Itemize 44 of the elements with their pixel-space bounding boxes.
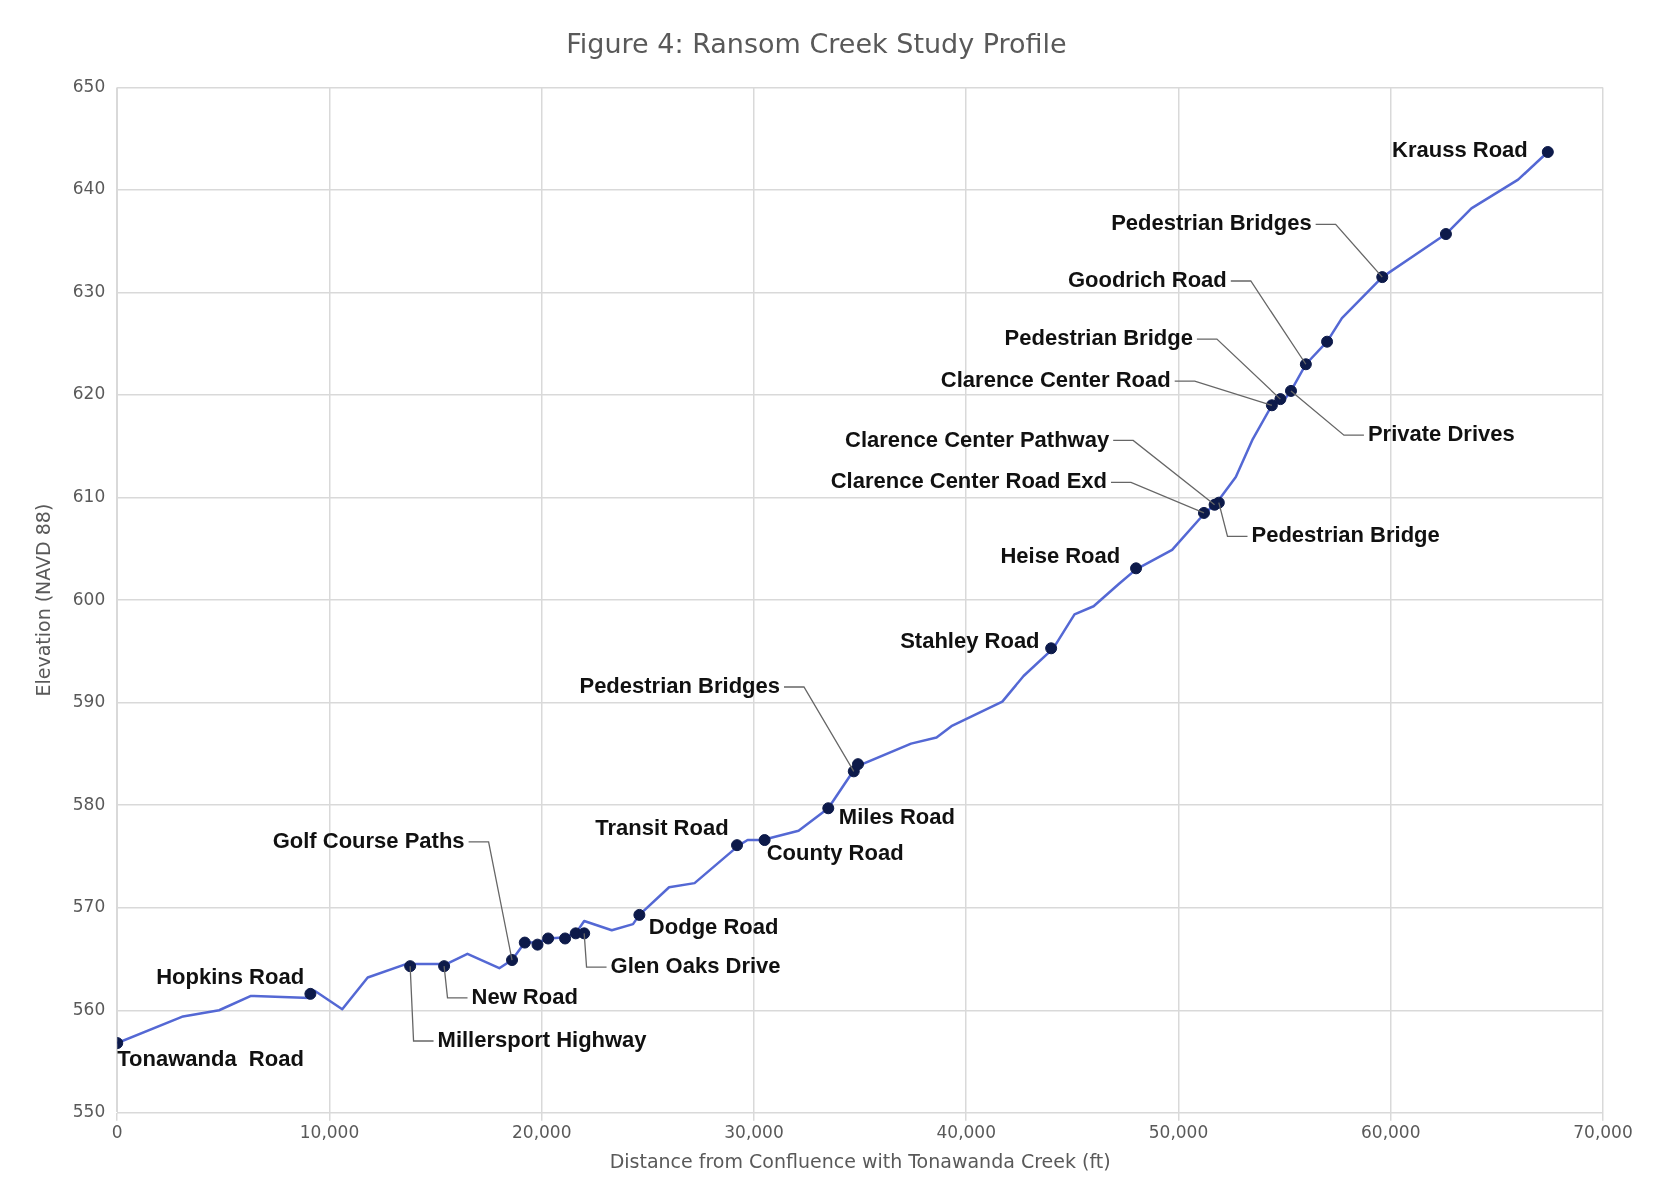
annotation: Pedestrian Bridge bbox=[1004, 325, 1193, 351]
annotation: Dodge Road bbox=[648, 913, 779, 939]
annotation: Clarence Center Pathway bbox=[845, 426, 1110, 452]
chart-title: Figure 4: Ransom Creek Study Profile bbox=[566, 28, 1067, 60]
annotation: Private Drives bbox=[1367, 421, 1515, 447]
annotation: Tonawanda Road bbox=[117, 1046, 304, 1071]
y-tick-label: 550 bbox=[72, 1101, 106, 1122]
annotation: Golf Course Paths bbox=[272, 828, 465, 854]
y-tick-label: 640 bbox=[72, 178, 106, 199]
annotation: Clarence Center Road Exd bbox=[830, 468, 1107, 494]
annotation: Goodrich Road bbox=[1067, 267, 1227, 293]
x-tick-label: 0 bbox=[111, 1122, 123, 1143]
y-tick-label: 570 bbox=[72, 896, 106, 917]
y-tick-label: 650 bbox=[72, 75, 106, 96]
y-tick-label: 620 bbox=[72, 383, 106, 404]
annotation: Glen Oaks Drive bbox=[610, 953, 781, 979]
annotation: Krauss Road bbox=[1392, 137, 1528, 163]
x-tick-label: 30,000 bbox=[724, 1122, 784, 1143]
annotation: County Road bbox=[766, 839, 904, 865]
annotation: Millersport Highway bbox=[437, 1027, 648, 1053]
annotation: Stahley Road bbox=[900, 628, 1040, 654]
x-tick-label: 50,000 bbox=[1148, 1122, 1209, 1143]
annotation: Clarence Center Road bbox=[940, 367, 1171, 393]
x-tick-label: 10,000 bbox=[299, 1122, 360, 1143]
y-tick-label: 590 bbox=[72, 691, 106, 712]
x-tick-label: 60,000 bbox=[1361, 1122, 1421, 1143]
y-tick-label: 610 bbox=[72, 485, 106, 506]
annotation: Hopkins Road bbox=[156, 964, 305, 990]
x-tick-label: 40,000 bbox=[936, 1122, 996, 1143]
annotation: Miles Road bbox=[838, 803, 955, 829]
annotation: Pedestrian Bridge bbox=[1251, 522, 1440, 548]
annotation: New Road bbox=[471, 983, 578, 1009]
annotation: Heise Road bbox=[1000, 542, 1121, 568]
annotation: Pedestrian Bridges bbox=[579, 673, 780, 699]
annotation: Pedestrian Bridges bbox=[1111, 210, 1312, 236]
y-axis-title: Elevation (NAVD 88) bbox=[32, 503, 55, 697]
y-tick-label: 630 bbox=[72, 280, 106, 301]
x-tick-label: 20,000 bbox=[512, 1122, 572, 1143]
y-tick-label: 580 bbox=[72, 793, 106, 814]
y-tick-label: 560 bbox=[72, 998, 106, 1019]
x-axis-title: Distance from Confluence with Tonawanda Creek (ft) bbox=[609, 1149, 1111, 1172]
annotation: Transit Road bbox=[595, 815, 729, 841]
y-tick-label: 600 bbox=[72, 588, 106, 609]
x-tick-label: 70,000 bbox=[1573, 1122, 1633, 1143]
